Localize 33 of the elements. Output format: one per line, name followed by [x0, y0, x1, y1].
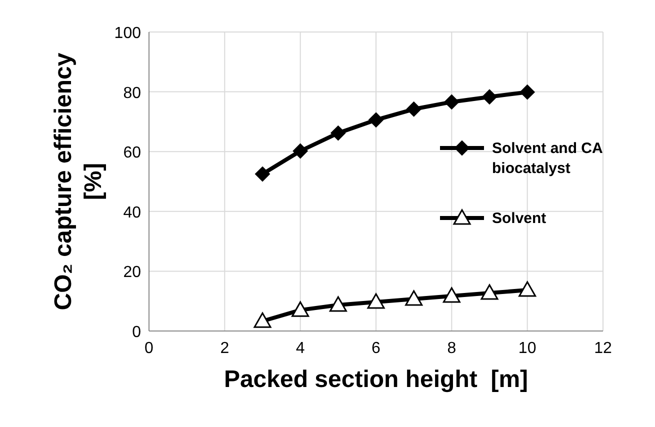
point	[482, 89, 497, 104]
x-tick-label: 0	[144, 340, 154, 357]
point	[254, 312, 272, 328]
y-tick-label: 100	[114, 25, 142, 42]
point	[255, 166, 270, 182]
point	[329, 296, 347, 312]
x-tick-label: 10	[518, 340, 536, 357]
y-tick-label: 0	[132, 324, 142, 341]
y-tick-label: 80	[123, 84, 142, 102]
x-tick-label: 2	[220, 340, 230, 357]
x-tick-label: 12	[594, 340, 612, 357]
point	[292, 144, 308, 158]
point	[442, 287, 460, 303]
point	[292, 301, 310, 317]
x-axis-title: Packed section height [m]	[224, 366, 528, 393]
point	[480, 284, 498, 300]
y-tick-label: 60	[123, 144, 142, 162]
y-axis-title: CO₂ capture efficiency [%]	[50, 52, 107, 310]
y-tick-label: 20	[123, 264, 142, 282]
y-tick-label: 40	[123, 204, 142, 222]
point	[330, 126, 346, 141]
point	[367, 293, 385, 309]
point	[520, 84, 535, 100]
point	[444, 94, 460, 110]
point	[368, 112, 384, 128]
point	[518, 281, 536, 297]
x-tick-label: 4	[296, 340, 305, 357]
legend-label: Solvent	[492, 210, 546, 227]
point	[405, 290, 423, 306]
x-tick-label: 8	[447, 340, 456, 357]
legend-label: Solvent and CA biocatalyst	[492, 140, 604, 177]
x-tick-label: 6	[372, 340, 381, 357]
point	[406, 102, 422, 117]
